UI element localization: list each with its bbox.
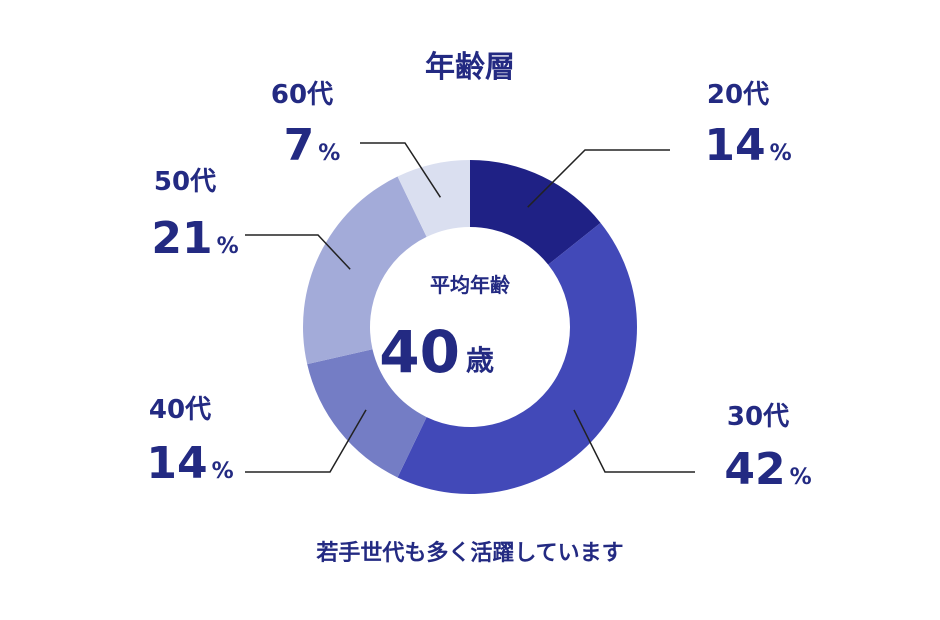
value-unit: % (318, 141, 340, 166)
caption: 若手世代も多く活躍しています (316, 540, 623, 566)
slice-name: 40代 (149, 395, 211, 425)
value-unit: % (770, 141, 792, 166)
value-label: 14 (146, 438, 207, 489)
value-label-group: 7% (284, 120, 341, 171)
slice (397, 222, 637, 494)
value-label: 14 (704, 120, 765, 171)
value-label-group: 14% (146, 438, 233, 489)
value-unit: % (217, 234, 239, 259)
value-label: 21 (151, 213, 212, 264)
value-label-group: 42% (724, 444, 811, 495)
value-label-group: 14% (704, 120, 791, 171)
slice (303, 176, 427, 365)
slice (307, 349, 427, 478)
slice (397, 160, 470, 237)
donut (303, 160, 637, 494)
leader-line (360, 142, 442, 198)
leader-line (573, 409, 695, 473)
value-label: 42 (724, 444, 785, 495)
slice-name: 30代 (727, 402, 789, 432)
value-unit: % (212, 459, 234, 484)
leader-line (245, 409, 367, 473)
slice-name: 60代 (271, 80, 333, 110)
slice-name: 20代 (707, 80, 769, 110)
center-unit: 歳 (466, 344, 494, 377)
chart-title: 年齢層 (425, 50, 515, 85)
value-label: 7 (284, 120, 315, 171)
value-label-group: 21% (151, 213, 238, 264)
slice-name: 50代 (154, 167, 216, 197)
value-unit: % (790, 465, 812, 490)
center-value: 40 (379, 318, 460, 386)
center-label: 平均年齢 (430, 273, 511, 297)
leader-line (245, 234, 351, 270)
leader-line (527, 149, 670, 208)
slice (470, 160, 601, 265)
